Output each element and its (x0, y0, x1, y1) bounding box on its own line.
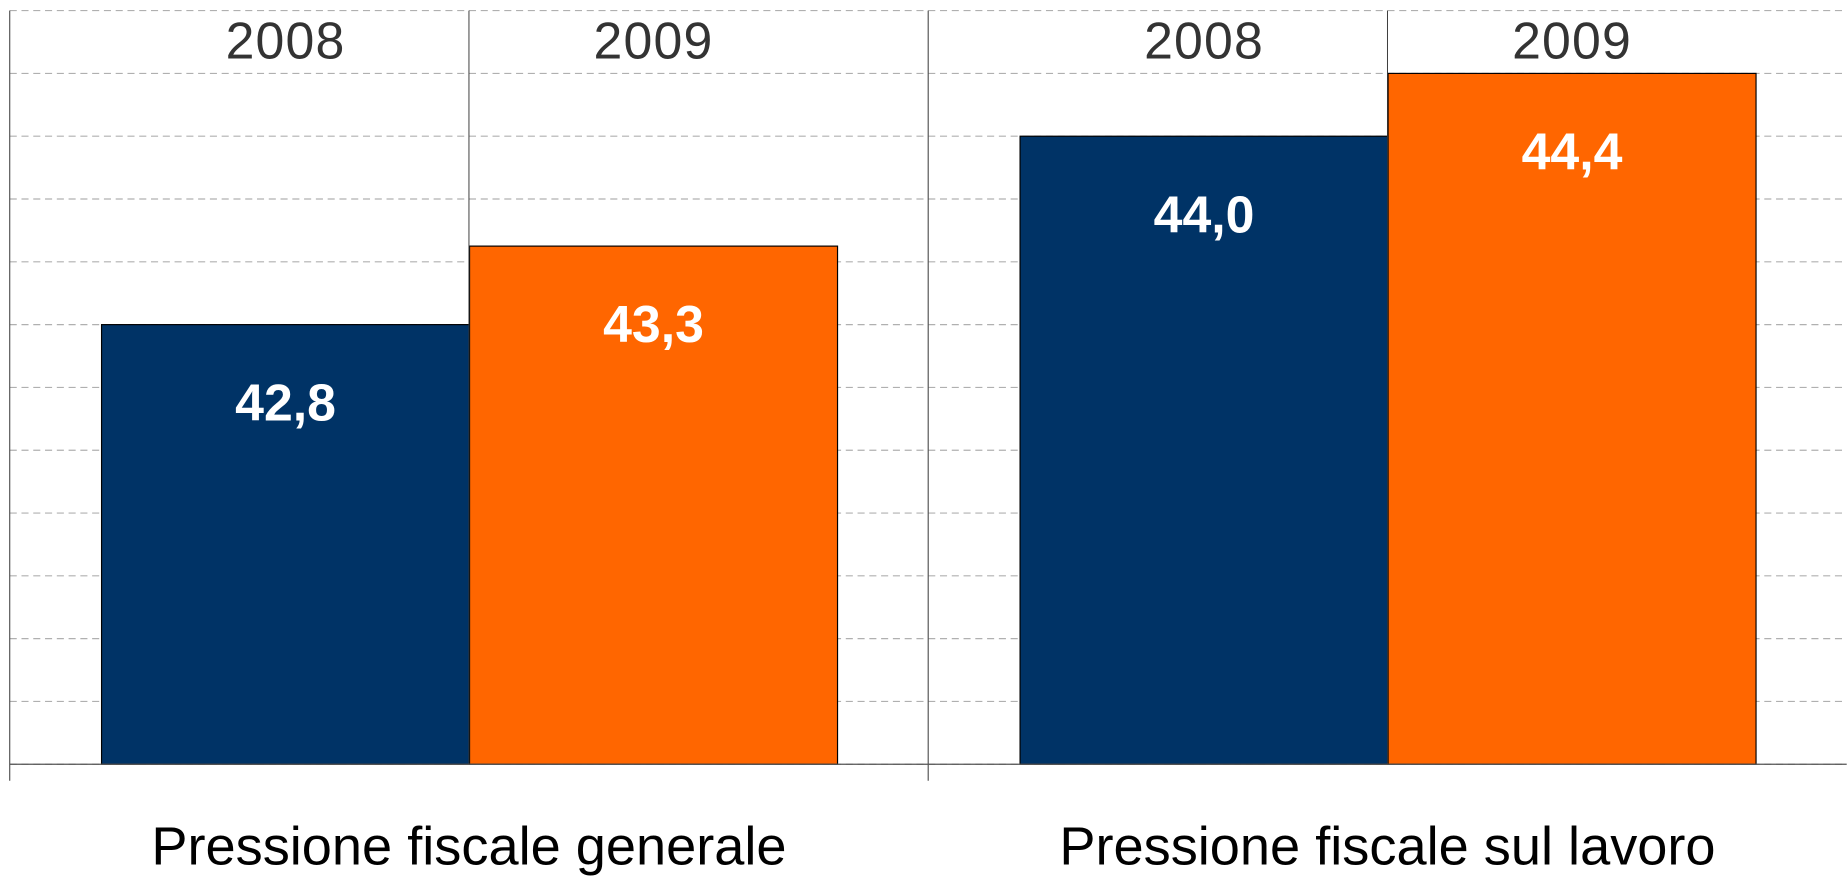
value-label: 43,3 (603, 295, 704, 353)
bar (100, 324, 471, 765)
value-label: 42,8 (235, 374, 336, 432)
bar (468, 245, 839, 765)
series-label: 2008 (1144, 11, 1264, 69)
series-label: 2008 (226, 11, 346, 69)
category-label: Pressione fiscale generale (151, 817, 786, 877)
bars (100, 72, 1757, 765)
series-label: 2009 (594, 11, 714, 69)
bar (1019, 135, 1389, 765)
series-label: 2009 (1512, 11, 1632, 69)
bar (1387, 72, 1757, 765)
value-label: 44,0 (1154, 185, 1255, 243)
frame (9, 10, 1847, 781)
category-label: Pressione fiscale sul lavoro (1059, 817, 1715, 877)
labels: Pressione fiscale generale 2008 42,8 2009 43… (151, 11, 1715, 876)
value-label: 44,4 (1522, 123, 1623, 181)
